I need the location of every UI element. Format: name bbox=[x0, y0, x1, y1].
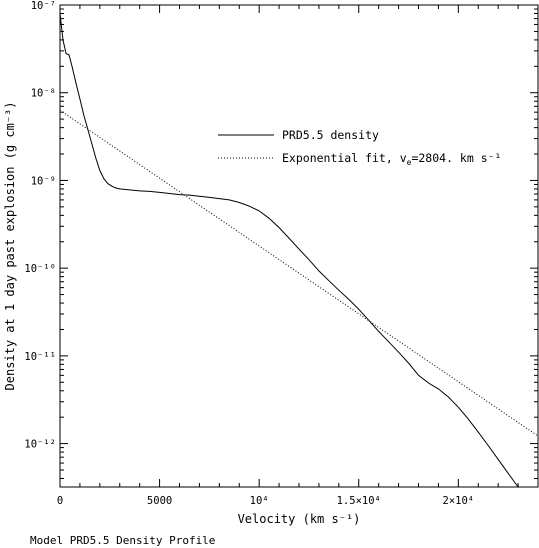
axis-ticks bbox=[59, 4, 539, 487]
x-tick-label: 2×10⁴ bbox=[443, 495, 475, 507]
y-tick-label: 10⁻¹⁰ bbox=[24, 263, 56, 275]
legend: PRD5.5 density Exponential fit, ve=2804.… bbox=[218, 128, 501, 167]
series-layer bbox=[59, 13, 539, 488]
legend-fit-main: Exponential fit, v bbox=[282, 151, 407, 165]
x-tick-label: 1.5×10⁴ bbox=[337, 495, 381, 507]
x-tick-label: 0 bbox=[57, 495, 63, 507]
legend-fit-rest: =2804. km s⁻¹ bbox=[411, 151, 501, 165]
density-line bbox=[59, 13, 519, 488]
y-tick-label: 10⁻¹² bbox=[24, 439, 56, 451]
y-tick-label: 10⁻⁹ bbox=[31, 175, 56, 187]
y-tick-label: 10⁻⁸ bbox=[31, 88, 56, 100]
tick-labels: 0 5000 10⁴ 1.5×10⁴ 2×10⁴ 10⁻⁷ 10⁻⁸ 10⁻⁹ 10⁻¹⁰ 10⁻… bbox=[24, 0, 474, 507]
x-tick-label: 10⁴ bbox=[250, 495, 269, 507]
legend-fit-sub: e bbox=[407, 158, 412, 167]
y-tick-label: 10⁻⁷ bbox=[31, 0, 56, 12]
figure-caption: Model PRD5.5 Density Profile bbox=[30, 534, 215, 547]
exponential-fit-line bbox=[59, 109, 539, 437]
x-axis-title: Velocity (km s⁻¹) bbox=[238, 512, 361, 526]
y-axis-title: Density at 1 day past explosion (g cm⁻³) bbox=[3, 102, 17, 391]
x-tick-label: 5000 bbox=[147, 495, 172, 507]
y-tick-label: 10⁻¹¹ bbox=[24, 351, 56, 363]
plot-frame bbox=[59, 4, 539, 488]
legend-label-density: PRD5.5 density bbox=[282, 128, 379, 142]
legend-label-fit: Exponential fit, ve=2804. km s⁻¹ bbox=[282, 151, 501, 167]
